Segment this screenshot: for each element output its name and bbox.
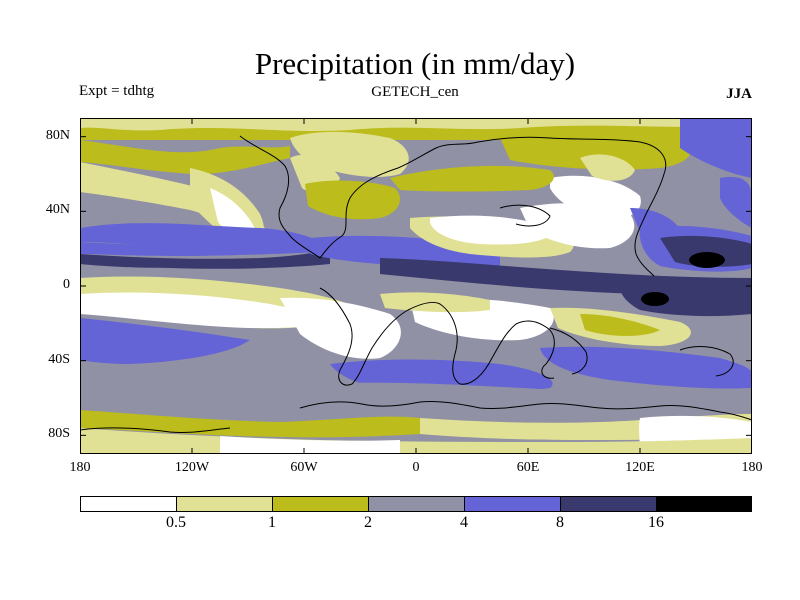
experiment-label: Expt = tdhtg xyxy=(79,83,155,99)
lon-tick-label: 60W xyxy=(290,460,318,475)
colorbar-box xyxy=(368,496,465,512)
colorbar-box xyxy=(272,496,369,512)
dataset-label: GETECH_cen xyxy=(371,84,459,100)
lon-tick-label: 180 xyxy=(741,460,763,475)
colorbar-box xyxy=(80,496,177,512)
lat-tick-label: 40N xyxy=(45,202,70,218)
colorbar-box xyxy=(176,496,273,512)
lat-tick-label: 80N xyxy=(45,127,70,143)
colorbar-label: 8 xyxy=(556,514,564,531)
lat-tick-label: 0 xyxy=(63,277,70,292)
colorbar-label: 1 xyxy=(268,514,276,531)
colorbar-label: 2 xyxy=(364,514,372,531)
lon-tick-label: 120E xyxy=(625,460,655,475)
precipitation-field xyxy=(80,118,752,454)
colorbar-box xyxy=(464,496,561,512)
lon-tick-label: 60E xyxy=(516,460,540,475)
colorbar xyxy=(80,496,752,512)
colorbar-box xyxy=(656,496,752,512)
colorbar-label: 4 xyxy=(460,514,468,531)
colorbar-box xyxy=(560,496,657,512)
lat-tick-label: 40S xyxy=(48,351,70,367)
axis-tick-marks xyxy=(80,118,752,454)
figure-title: Precipitation (in mm/day) xyxy=(254,46,576,81)
colorbar-label: 16 xyxy=(648,514,664,531)
colorbar-label: 0.5 xyxy=(166,514,186,531)
lat-tick-label: 80S xyxy=(48,426,70,442)
lon-tick-label: 180 xyxy=(69,460,91,475)
lon-tick-label: 0 xyxy=(412,460,420,475)
coastlines xyxy=(80,135,752,433)
season-label: JJA xyxy=(726,86,752,102)
lon-tick-label: 120W xyxy=(174,460,210,475)
precipitation-map xyxy=(80,118,752,454)
